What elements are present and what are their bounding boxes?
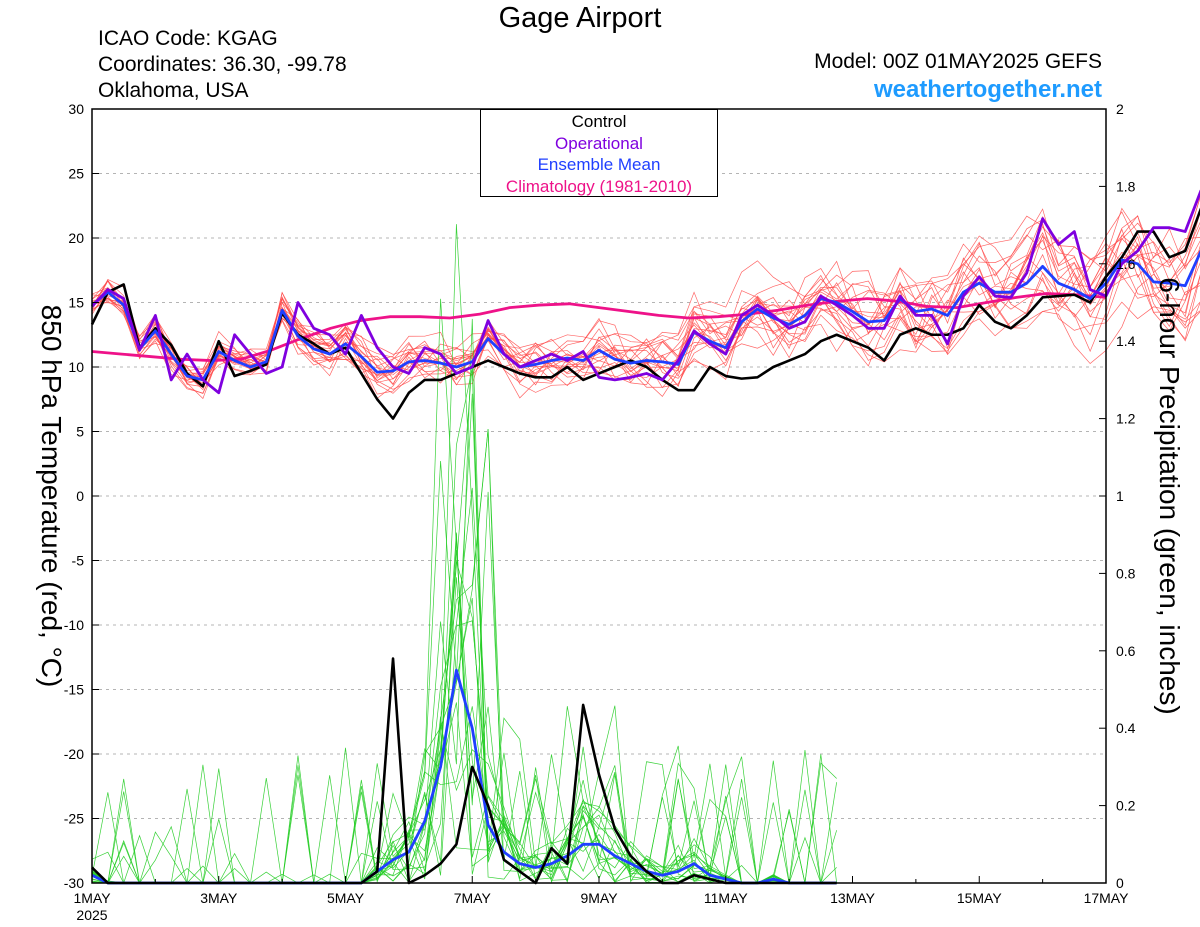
data-series [90, 189, 1200, 885]
x-tick-label: 7MAY [454, 890, 492, 906]
y2-tick-label: 1.4 [1116, 333, 1136, 349]
y-tick-label: -5 [72, 553, 85, 569]
y-axis-label-right: 6-hour Precipitation (green, inches) [1154, 277, 1185, 714]
ensemble-mean-precip-line [91, 668, 837, 885]
y-tick-label: 10 [68, 359, 84, 375]
operational-temp-line [90, 189, 1200, 395]
coordinates: Coordinates: 36.30, -99.78 [98, 53, 347, 76]
x-tick-label: 9MAY [580, 890, 618, 906]
y-tick-label: 30 [68, 101, 84, 117]
y-tick-label: -15 [64, 682, 84, 698]
y2-tick-label: 1.2 [1116, 411, 1136, 427]
x-tick-label: 3MAY [200, 890, 238, 906]
model-run: Model: 00Z 01MAY2025 GEFS [814, 50, 1102, 73]
y2-tick-label: 0.4 [1116, 720, 1136, 736]
x-tick-label: 17MAY [1084, 890, 1130, 906]
x-year-label: 2025 [76, 907, 107, 923]
ensemble-mean-temp-line [91, 250, 1200, 382]
y2-tick-label: 1 [1116, 488, 1124, 504]
y-tick-label: -25 [64, 811, 84, 827]
x-tick-label: 1MAY [73, 890, 111, 906]
x-tick-label: 11MAY [704, 890, 748, 906]
legend-control: Control [571, 112, 627, 131]
x-tick-label: 15MAY [957, 890, 1003, 906]
member-precip-line [91, 550, 837, 884]
legend-climatology: Climatology (1981-2010) [505, 176, 693, 196]
y-tick-label: 15 [68, 295, 84, 311]
y2-tick-label: 0.8 [1116, 565, 1136, 581]
member-temp-line [91, 196, 1200, 400]
axis-ticks: -30-25-20-15-10-505101520253000.20.40.60… [64, 101, 1136, 923]
y-tick-label: -10 [64, 617, 84, 633]
member-temp-line [91, 207, 1200, 399]
climatology-temp-line [91, 292, 1107, 362]
x-tick-label: 5MAY [327, 890, 365, 906]
member-temp-line [91, 249, 1200, 395]
member-precip-line [91, 532, 837, 884]
y-tick-label: -30 [64, 875, 84, 891]
grid-lines [92, 108, 1106, 884]
member-precip-line [91, 561, 837, 884]
legend-operational: Operational [555, 133, 643, 153]
legend: Control Operational Ensemble Mean Climat… [480, 109, 718, 197]
member-precip-line [91, 702, 838, 884]
member-precip-line [91, 706, 837, 884]
member-precip-line [91, 620, 837, 884]
y2-tick-label: 1.6 [1116, 256, 1136, 272]
x-tick-label: 13MAY [830, 890, 876, 906]
member-temp-line [91, 242, 1200, 394]
website-link[interactable]: weathertogether.net [873, 76, 1102, 103]
y-tick-label: 0 [76, 488, 84, 504]
legend-ensemble-mean: Ensemble Mean [537, 155, 661, 174]
y-axis-label-left: 850 hPa Temperature (red, °C) [36, 305, 67, 688]
ensemble-members [91, 196, 1200, 884]
y-tick-label: 25 [68, 166, 84, 182]
y2-tick-label: 1.8 [1116, 178, 1136, 194]
y2-tick-label: 0.2 [1116, 798, 1136, 814]
chart-title: Gage Airport [498, 2, 662, 34]
member-temp-line [91, 228, 1200, 393]
y2-tick-label: 2 [1116, 101, 1124, 117]
y-tick-label: 5 [76, 424, 84, 440]
icao-code: ICAO Code: KGAG [98, 27, 278, 50]
member-precip-line [91, 597, 837, 884]
y-tick-label: 20 [68, 230, 84, 246]
member-temp-line [91, 211, 1200, 399]
y2-tick-label: 0 [1116, 875, 1124, 891]
y2-tick-label: 0.6 [1116, 643, 1136, 659]
location: Oklahoma, USA [98, 79, 249, 102]
y-tick-label: -20 [64, 746, 84, 762]
